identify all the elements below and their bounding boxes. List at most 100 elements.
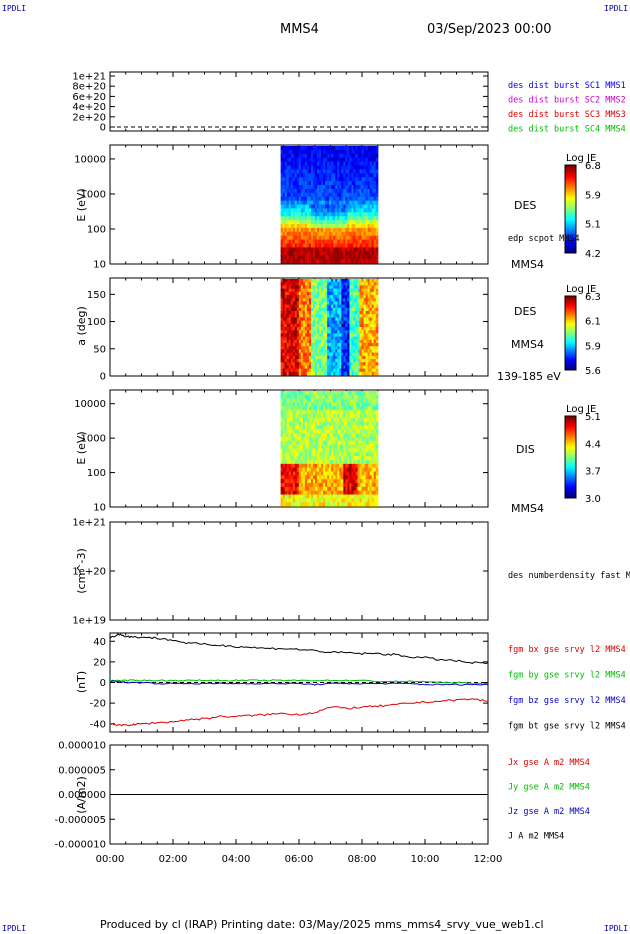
- dis-energy-pixel: [296, 494, 300, 499]
- des-energy-pixel: [313, 224, 316, 229]
- dis-energy-pixel: [373, 391, 377, 396]
- des-energy-pixel: [323, 208, 326, 213]
- des-energy-colorbar-swatch: [565, 246, 576, 250]
- des-energy-pixel: [323, 169, 326, 174]
- dis-energy-colorbar-swatch: [565, 442, 576, 446]
- des-pitch-pixel: [280, 333, 284, 338]
- des-pitch-pixel: [375, 339, 379, 344]
- des-energy-pixel: [367, 243, 371, 248]
- dis-energy-pixel: [329, 398, 332, 404]
- dis-energy-pixel: [325, 410, 328, 415]
- dis-energy-pixel: [337, 463, 340, 469]
- dis-energy-pixel: [375, 425, 379, 430]
- des-energy-pixel: [282, 259, 286, 264]
- des-pitch-pixel: [298, 333, 302, 338]
- dis-energy-pixel: [313, 479, 316, 484]
- des-pitch-colorbar-swatch: [565, 303, 576, 306]
- des-pitch-pixel: [349, 320, 353, 325]
- dis-energy-pixel: [317, 448, 320, 453]
- des-energy-pixel: [319, 153, 322, 159]
- des-energy-pixel: [351, 255, 355, 260]
- dis-energy-pixel: [333, 421, 336, 427]
- dis-energy-pixel: [292, 467, 296, 473]
- des-pitch-pixel: [331, 298, 334, 302]
- dis-energy-pixel: [337, 448, 340, 453]
- des-pitch-pixel: [306, 349, 310, 354]
- des-pitch-pixel: [284, 311, 288, 315]
- des-energy-pixel: [341, 177, 344, 182]
- dis-energy-pixel: [331, 452, 334, 457]
- des-energy-pixel: [329, 212, 332, 217]
- des-pitch-pixel: [337, 304, 340, 309]
- dis-energy-pixel: [353, 467, 357, 473]
- des-energy-pixel: [347, 181, 351, 186]
- des-pitch-pixel: [365, 285, 369, 290]
- des-pitch-pixel: [355, 359, 359, 363]
- des-pitch-pixel: [323, 371, 326, 376]
- des-energy-pixel: [286, 177, 290, 182]
- des-energy-pixel: [313, 185, 316, 190]
- dis-energy-pixel: [371, 490, 375, 496]
- des-energy-pixel: [367, 192, 371, 198]
- des-energy-pixel: [308, 204, 312, 209]
- des-pitch-pixel: [282, 346, 286, 350]
- dis-energy-pixel: [369, 398, 373, 404]
- des-pitch-pixel: [282, 330, 286, 334]
- des-energy-pixel: [313, 204, 316, 209]
- des-energy-pixel: [367, 259, 371, 264]
- dis-energy-pixel: [355, 433, 359, 438]
- des-pitch-pixel: [304, 311, 308, 315]
- des-pitch-pixel: [321, 323, 324, 328]
- dis-energy-pixel: [333, 391, 336, 396]
- dis-energy-pixel: [294, 414, 298, 419]
- des-pitch-pixel: [290, 336, 294, 341]
- des-pitch-pixel: [341, 314, 344, 318]
- des-energy-pixel: [375, 181, 379, 186]
- availability-y-tick-label: 6e+20: [72, 92, 106, 103]
- dis-energy-pixel: [339, 437, 342, 442]
- des-energy-pixel: [351, 165, 355, 170]
- dis-energy-pixel: [323, 494, 326, 499]
- des-pitch-pixel: [325, 333, 328, 338]
- des-energy-colorbar-swatch: [565, 200, 576, 203]
- des-energy-pixel: [335, 255, 338, 260]
- des-energy-pixel: [282, 243, 286, 248]
- des-pitch-pixel: [317, 298, 320, 302]
- des-pitch-pixel: [282, 311, 286, 315]
- des-energy-pixel: [317, 157, 320, 163]
- des-pitch-pixel: [375, 343, 379, 347]
- des-pitch-pixel: [353, 362, 357, 366]
- des-energy-pixel: [290, 177, 294, 182]
- dis-energy-pixel: [306, 421, 310, 427]
- dis-energy-pixel: [369, 452, 373, 457]
- des-energy-pixel: [357, 239, 361, 245]
- dis-energy-pixel: [361, 406, 365, 411]
- dis-energy-pixel: [335, 467, 338, 473]
- des-pitch-pixel: [319, 343, 322, 347]
- des-pitch-pixel: [369, 295, 373, 299]
- des-pitch-pixel: [371, 288, 375, 293]
- des-pitch-pixel: [290, 301, 294, 306]
- des-energy-pixel: [282, 227, 286, 233]
- des-energy-pixel: [292, 231, 296, 237]
- des-pitch-pixel: [353, 368, 357, 373]
- dis-energy-pixel: [300, 429, 304, 434]
- des-pitch-pixel: [333, 295, 336, 299]
- des-pitch-pixel: [353, 317, 357, 322]
- dis-energy-pixel: [349, 433, 353, 438]
- dis-energy-pixel: [347, 490, 351, 496]
- des-energy-pixel: [355, 235, 359, 241]
- dis-energy-pixel: [329, 471, 332, 476]
- dis-energy-pixel: [317, 498, 320, 503]
- des-energy-pixel: [329, 196, 332, 202]
- des-pitch-pixel: [367, 301, 371, 306]
- des-pitch-pixel: [329, 355, 332, 360]
- des-energy-pixel: [327, 220, 330, 225]
- des-energy-pixel: [282, 165, 286, 170]
- dis-energy-pixel: [355, 421, 359, 427]
- dis-energy-pixel: [292, 444, 296, 450]
- des-energy-pixel: [319, 204, 322, 209]
- dis-energy-pixel: [339, 433, 342, 438]
- des-pitch-pixel: [323, 291, 326, 296]
- des-pitch-pixel: [345, 285, 348, 290]
